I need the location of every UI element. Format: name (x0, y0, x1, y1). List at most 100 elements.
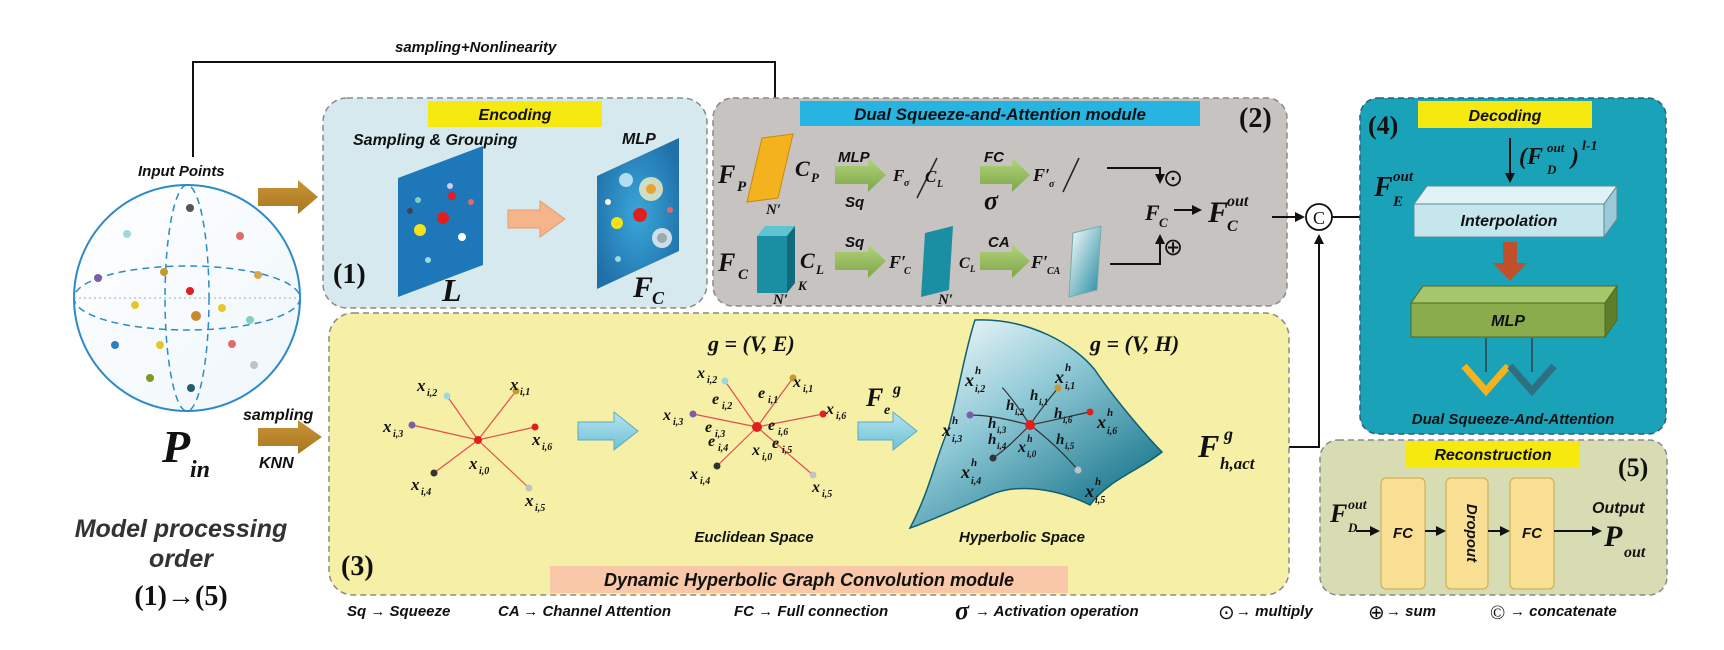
svg-text:e: e (712, 391, 719, 408)
slash-cl: C (925, 167, 937, 186)
fc1-block (1380, 477, 1426, 590)
encoding-number: (1) (333, 259, 366, 290)
p-out-subscript: out (1624, 544, 1646, 561)
svg-text:i,1: i,1 (768, 395, 778, 406)
fc1-label: FC (1393, 525, 1414, 542)
svg-text:i,6: i,6 (1107, 426, 1117, 437)
svg-text:i,2: i,2 (722, 401, 732, 412)
dhgc-arrow-1 (577, 410, 639, 452)
svg-text:x: x (792, 374, 801, 391)
svg-text:i,4: i,4 (997, 441, 1007, 451)
fe-sup: g (892, 381, 901, 398)
fc-merge-symbol: F (1144, 200, 1160, 225)
svg-text:e: e (708, 433, 715, 450)
dhgc-arrow-2 (857, 410, 918, 452)
input-neighborhood-graph (411, 390, 536, 489)
svg-text:i,5: i,5 (535, 503, 545, 514)
svg-text:i,3: i,3 (715, 429, 725, 440)
dsa-title: Dual Squeeze-and-Attention module (854, 105, 1146, 124)
fh-symbol: F (1197, 428, 1219, 464)
cp-sub: P (811, 170, 820, 185)
svg-text:x: x (811, 479, 820, 496)
decoding-fd-exp: l-1 (1582, 139, 1598, 154)
f-ca-prime-sub: CA (1047, 266, 1061, 277)
sampling-nonlinearity-label: sampling+Nonlinearity (395, 39, 557, 56)
fc-sigma-arrow (980, 158, 1030, 192)
euclidean-graph-nodes (689, 374, 827, 479)
svg-text:i,6: i,6 (542, 442, 552, 453)
dsa-title-bg (800, 101, 1200, 126)
p-in-symbol: P (161, 421, 191, 472)
decoding-fd-sub: D (1546, 162, 1557, 177)
legend-fc: FC → Full connection (734, 603, 888, 620)
decoding-title-bg (1418, 101, 1592, 128)
k-symbol: K (797, 278, 808, 293)
l-symbol: L (441, 272, 462, 308)
ca-label: CA (988, 234, 1010, 251)
order-line2: order (149, 545, 214, 573)
svg-text:x: x (1096, 412, 1106, 432)
svg-text:x: x (1054, 367, 1064, 387)
svg-text:i,4: i,4 (718, 443, 728, 454)
f-ca-prime-plate (1068, 225, 1102, 298)
svg-text:i,4: i,4 (700, 476, 710, 487)
order-line1: Model processing (75, 515, 288, 543)
svg-text:x: x (751, 442, 760, 459)
decoding-fd-open: (F (1519, 144, 1543, 170)
dropout-block (1445, 477, 1489, 590)
decoding-mlp-label: MLP (1491, 313, 1525, 330)
f-sigma-slash (916, 157, 938, 199)
concat-node-label: C (1313, 208, 1325, 228)
interpolation-label: Interpolation (1461, 213, 1558, 230)
svg-text:h: h (971, 457, 977, 469)
legend: Sq → Squeeze CA → Channel Attention FC →… (347, 596, 1617, 625)
sampled-point-plate (398, 146, 483, 297)
euclid-graph-label: g = (V, E) (707, 331, 795, 356)
reconstruction-title: Reconstruction (1434, 447, 1552, 464)
svg-text:e: e (705, 419, 712, 436)
multiply-connector (1107, 167, 1165, 184)
star3-h-labels: h i,2 h i,1 h i,3 h i,6 h i,4 h i,5 (988, 388, 1075, 451)
interpolation-to-mlp-arrow (1493, 242, 1527, 281)
svg-text:x: x (416, 376, 426, 395)
recon-fd-sup: out (1348, 498, 1368, 513)
dhgc-title: Dynamic Hyperbolic Graph Convolution mod… (604, 570, 1014, 590)
cl2-sub: L (969, 264, 976, 274)
fe-sub: e (884, 403, 890, 418)
f-ca-prime: F′ (1030, 252, 1048, 272)
svg-text:i,1: i,1 (520, 387, 530, 398)
svg-text:i,0: i,0 (1027, 449, 1037, 459)
p-in-subscript: in (190, 457, 210, 483)
svg-text:i,4: i,4 (971, 476, 981, 487)
legend-sq: Sq → Squeeze (347, 603, 450, 620)
decoding-fe-sub: E (1392, 194, 1403, 210)
dsa-number: (2) (1239, 103, 1272, 134)
legend-odot: → multiply (1236, 603, 1313, 620)
svg-text:h: h (952, 415, 958, 427)
legend-oplus: → sum (1386, 603, 1436, 620)
svg-text:i,2: i,2 (707, 375, 717, 386)
fc-left-sub: C (738, 267, 749, 283)
encoding-inner-arrow (507, 200, 566, 238)
sum-connector (1110, 234, 1165, 265)
svg-text:h: h (1095, 476, 1101, 488)
fp-plate (746, 133, 794, 203)
fc2-block (1509, 477, 1555, 590)
svg-text:e: e (772, 435, 779, 452)
svg-text:i,6: i,6 (1063, 415, 1073, 425)
cl-symbol: C (800, 248, 815, 273)
n-prime-bottom: N′ (772, 292, 788, 308)
decoding-title: Decoding (1469, 108, 1542, 125)
feature-plate (597, 138, 679, 289)
legend-ca: CA → Channel Attention (498, 603, 671, 620)
fc-out-symbol: F (1207, 196, 1228, 229)
svg-text:i,3: i,3 (952, 434, 962, 445)
input-point-sphere (73, 184, 301, 412)
legend-odot-symbol: ⊙ (1218, 602, 1235, 624)
input-points-label: Input Points (138, 163, 225, 180)
decoding-mlp-block (1410, 284, 1618, 339)
reconstruction-title-bg (1406, 441, 1580, 468)
dhgc-title-bg (550, 566, 1068, 593)
svg-text:x: x (1084, 481, 1094, 501)
oplus-symbol: ⊕ (1163, 235, 1183, 261)
